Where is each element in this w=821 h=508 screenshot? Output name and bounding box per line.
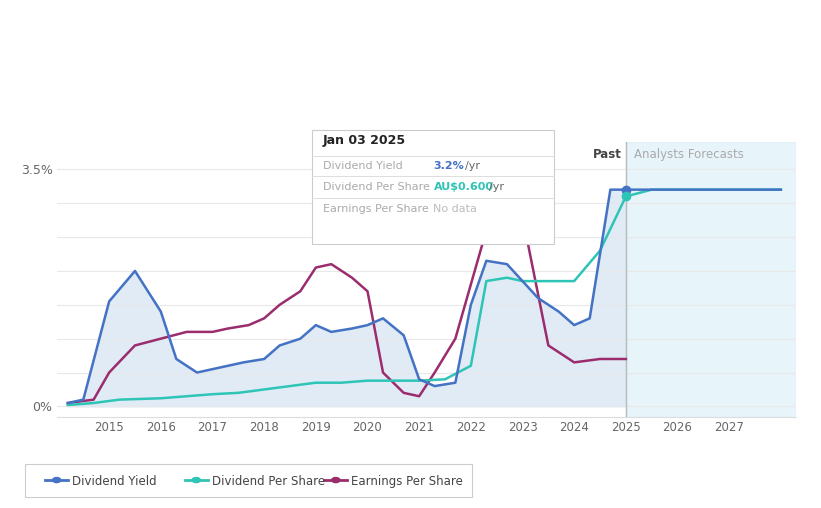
Text: /yr: /yr xyxy=(489,182,504,193)
Text: Past: Past xyxy=(593,148,621,161)
Text: Dividend Per Share: Dividend Per Share xyxy=(323,182,429,193)
Text: Dividend Yield: Dividend Yield xyxy=(72,474,157,488)
Text: Analysts Forecasts: Analysts Forecasts xyxy=(634,148,744,161)
Text: /yr: /yr xyxy=(465,161,479,171)
Text: Jan 03 2025: Jan 03 2025 xyxy=(323,134,406,147)
Text: 3.2%: 3.2% xyxy=(433,161,464,171)
Text: Dividend Per Share: Dividend Per Share xyxy=(212,474,325,488)
Text: Dividend Yield: Dividend Yield xyxy=(323,161,402,171)
Bar xyxy=(626,142,796,417)
Text: No data: No data xyxy=(433,204,477,214)
Text: Earnings Per Share: Earnings Per Share xyxy=(351,474,463,488)
Text: AU$0.600: AU$0.600 xyxy=(433,182,493,193)
Text: Earnings Per Share: Earnings Per Share xyxy=(323,204,429,214)
